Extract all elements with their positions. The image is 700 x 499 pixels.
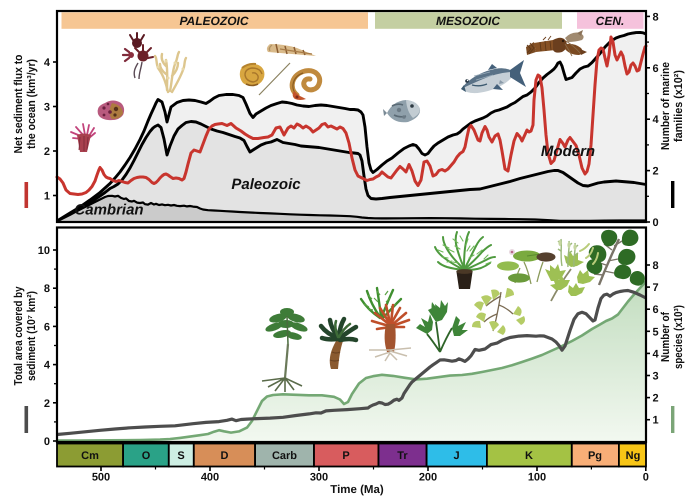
- svg-text:1: 1: [44, 191, 50, 203]
- svg-text:J: J: [453, 450, 459, 462]
- svg-text:100: 100: [528, 472, 546, 484]
- svg-text:10: 10: [38, 245, 50, 257]
- svg-text:0: 0: [643, 472, 649, 484]
- svg-text:Carb: Carb: [272, 450, 297, 462]
- svg-text:2: 2: [44, 146, 50, 158]
- svg-text:PALEOZOIC: PALEOZOIC: [179, 14, 248, 28]
- svg-text:8: 8: [44, 283, 50, 295]
- svg-text:8: 8: [653, 260, 659, 272]
- svg-text:2: 2: [44, 398, 50, 410]
- svg-text:MESOZOIC: MESOZOIC: [436, 14, 500, 28]
- svg-text:Number of: Number of: [660, 312, 672, 362]
- svg-text:4: 4: [653, 348, 660, 360]
- svg-text:3: 3: [653, 371, 659, 383]
- svg-text:2: 2: [653, 393, 659, 405]
- svg-text:4: 4: [653, 114, 660, 126]
- svg-text:Net sediment flux to: Net sediment flux to: [13, 55, 25, 154]
- svg-text:4: 4: [44, 360, 51, 372]
- svg-text:2: 2: [653, 166, 659, 178]
- svg-text:families (x10²): families (x10²): [673, 70, 685, 142]
- svg-text:4: 4: [44, 57, 51, 69]
- svg-text:Cm: Cm: [81, 450, 99, 462]
- svg-text:Number of marine: Number of marine: [660, 62, 672, 150]
- svg-text:sediment (10⁷ km²): sediment (10⁷ km²): [26, 291, 38, 381]
- svg-text:D: D: [221, 450, 229, 462]
- svg-text:Modern: Modern: [541, 143, 595, 160]
- svg-text:Cambrian: Cambrian: [74, 202, 143, 219]
- svg-text:3: 3: [44, 102, 50, 114]
- svg-text:S: S: [177, 450, 184, 462]
- svg-text:6: 6: [653, 304, 659, 316]
- svg-text:200: 200: [419, 472, 437, 484]
- svg-text:300: 300: [310, 472, 328, 484]
- svg-text:Total area covered by: Total area covered by: [13, 286, 25, 385]
- svg-text:5: 5: [653, 326, 659, 338]
- svg-text:K: K: [525, 450, 533, 462]
- svg-text:Tr: Tr: [397, 450, 408, 462]
- svg-text:1: 1: [653, 415, 659, 427]
- svg-text:6: 6: [44, 321, 50, 333]
- svg-text:species (x10³): species (x10³): [673, 305, 685, 369]
- svg-text:Paleozoic: Paleozoic: [231, 176, 301, 193]
- svg-text:7: 7: [653, 282, 659, 294]
- svg-text:Ng: Ng: [626, 450, 641, 462]
- svg-text:Pg: Pg: [588, 450, 602, 462]
- svg-text:O: O: [142, 450, 151, 462]
- svg-text:0: 0: [44, 436, 50, 448]
- svg-text:400: 400: [201, 472, 219, 484]
- svg-text:P: P: [342, 450, 349, 462]
- svg-text:the ocean (km³/yr): the ocean (km³/yr): [26, 59, 38, 149]
- svg-text:0: 0: [653, 217, 659, 229]
- svg-text:CEN.: CEN.: [596, 14, 625, 28]
- svg-text:8: 8: [653, 11, 659, 23]
- svg-text:6: 6: [653, 63, 659, 75]
- svg-text:500: 500: [92, 472, 110, 484]
- svg-text:Time (Ma): Time (Ma): [330, 484, 384, 496]
